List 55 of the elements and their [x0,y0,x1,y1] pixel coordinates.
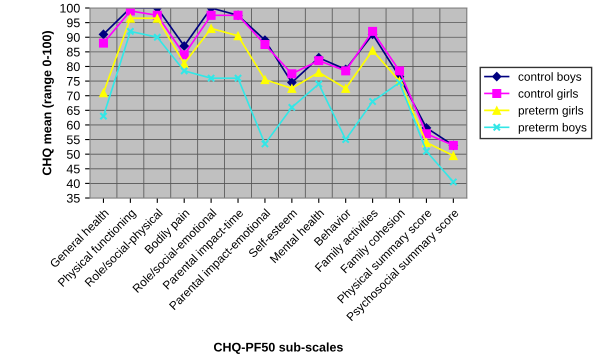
y-tick-label: 40 [66,179,80,188]
legend-label: control boys [518,72,582,84]
y-tick-label: 75 [67,77,80,86]
point [179,41,189,51]
y-tick-label: 95 [66,18,80,28]
point [153,33,162,42]
point [260,140,270,148]
point [314,68,324,77]
y-axis-title: CHQ mean (range 0-100) [42,31,54,176]
y-tick-label: 70 [67,92,80,100]
point [126,27,135,36]
point [98,30,108,40]
point [98,38,108,48]
point [234,74,242,82]
point [368,97,377,106]
point [206,24,216,33]
y-tick-label: 55 [66,135,80,144]
y-tick-label: 60 [67,120,80,130]
legend-label: preterm girls [518,106,584,117]
y-tick-label: 90 [66,33,80,42]
legend-label: preterm boys [518,122,586,134]
y-tick-label: 35 [66,194,80,203]
point [394,66,404,76]
point [126,8,135,16]
point [206,74,216,82]
y-tick-label: 80 [66,62,80,72]
point [180,59,189,68]
y-tick-label: 45 [66,164,80,174]
point [260,75,270,84]
y-tick-label: 100 [60,4,80,13]
x-axis-title: CHQ-PF50 sub-scales [214,342,343,354]
y-tick-label: 50 [66,150,80,159]
point [180,66,188,76]
point [314,80,323,88]
point [342,135,350,144]
y-tick-label: 85 [66,48,80,57]
point [368,46,378,55]
point [449,178,458,186]
point [448,151,458,160]
y-tick-label: 65 [67,106,80,115]
point [288,103,296,112]
point [287,69,296,78]
point [260,40,270,50]
point [314,56,324,66]
point [126,14,135,23]
point [368,26,378,36]
point [234,31,243,40]
point [341,84,350,93]
legend-label: control girls [518,89,578,100]
point [98,88,108,98]
point [206,10,216,20]
point [99,112,108,120]
point [152,14,162,23]
point [287,84,296,93]
point [422,147,431,156]
